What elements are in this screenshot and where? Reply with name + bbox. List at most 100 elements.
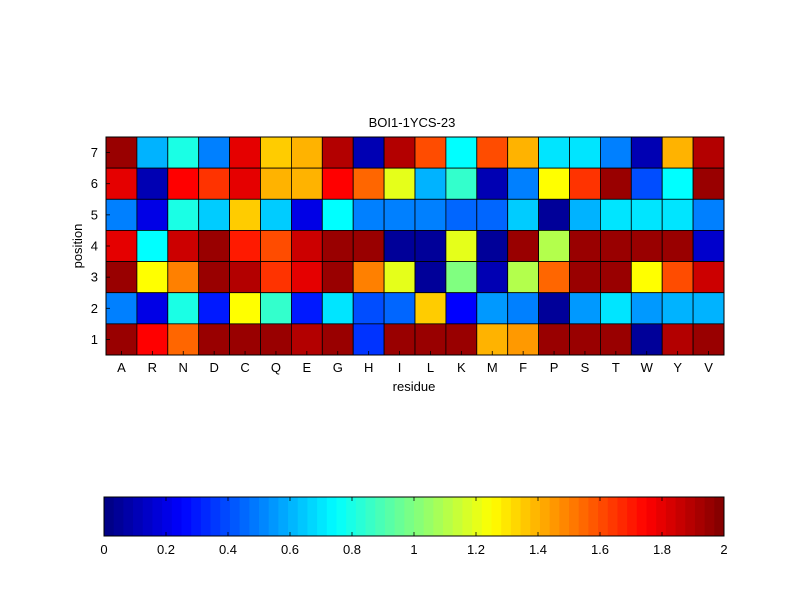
x-tick-label: S [581, 360, 590, 375]
colorbar-swatch [510, 497, 521, 536]
colorbar-swatch [229, 497, 241, 536]
heatmap-cell [661, 136, 694, 169]
x-tick-label: V [704, 360, 713, 375]
heatmap-cell [414, 136, 447, 169]
x-tick-label: Y [673, 360, 682, 375]
heatmap-cell [167, 323, 200, 356]
colorbar-swatch [336, 497, 347, 536]
x-tick-label: R [148, 360, 157, 375]
colorbar-tick-label: 1.6 [591, 542, 609, 557]
heatmap-cell [136, 323, 169, 356]
heatmap-cell [476, 198, 509, 231]
colorbar-swatch [104, 497, 115, 536]
heatmap-cell [476, 136, 509, 169]
heatmap-cell [229, 292, 261, 325]
colorbar-swatch [714, 497, 725, 536]
heatmap-cell [260, 261, 292, 294]
colorbar-swatch [501, 497, 512, 536]
x-tick-label: A [117, 360, 126, 375]
heatmap-cell [383, 136, 416, 169]
heatmap-cell [260, 167, 292, 200]
colorbar-swatch [346, 497, 357, 536]
heatmap-cell [229, 323, 261, 356]
colorbar-swatch [142, 497, 153, 536]
heatmap-cell [445, 292, 478, 325]
colorbar-swatch [171, 497, 182, 536]
heatmap-cell [260, 136, 292, 169]
colorbar-swatch [268, 497, 279, 536]
heatmap-cell [352, 136, 385, 169]
heatmap-cell [630, 136, 663, 169]
heatmap-cell [383, 261, 416, 294]
heatmap-cell [198, 323, 230, 356]
heatmap-cell [538, 136, 570, 169]
heatmap-cell [569, 167, 601, 200]
heatmap-cell [692, 198, 725, 231]
heatmap-cell [445, 136, 478, 169]
colorbar-swatch [530, 497, 541, 536]
x-tick-label: P [550, 360, 559, 375]
colorbar-swatch [152, 497, 163, 536]
heatmap-cell [445, 230, 478, 262]
heatmap-cell [630, 261, 663, 294]
heatmap-cell [321, 136, 354, 169]
heatmap-cell [414, 292, 447, 325]
x-tick-label: L [427, 360, 434, 375]
y-axis-label: position [70, 224, 85, 269]
x-tick-label: N [179, 360, 188, 375]
heatmap-cell [600, 323, 632, 356]
heatmap-cell [600, 292, 632, 325]
heatmap-cell [414, 230, 447, 262]
heatmap-cell [414, 198, 447, 231]
heatmap-cell [630, 198, 663, 231]
colorbar-swatch [191, 497, 202, 536]
heatmap-cell [383, 292, 416, 325]
colorbar-swatch [636, 497, 647, 536]
heatmap-cell [507, 136, 540, 169]
heatmap-cell [538, 198, 570, 231]
colorbar-swatch [646, 497, 657, 536]
colorbar-swatch [162, 497, 173, 536]
heatmap-cell [198, 292, 230, 325]
heatmap-cell [136, 167, 169, 200]
colorbar-swatch [481, 497, 492, 536]
colorbar-swatch [394, 497, 405, 536]
heatmap-cell [692, 292, 725, 325]
heatmap-cell [321, 198, 354, 231]
x-tick-label: E [303, 360, 312, 375]
colorbar-swatch [559, 497, 570, 536]
colorbar-swatch [297, 497, 308, 536]
heatmap-cell [476, 230, 509, 262]
colorbar-tick-label: 1.8 [653, 542, 671, 557]
y-tick-label: 2 [91, 301, 98, 316]
heatmap-cell [507, 198, 540, 231]
heatmap-cell [198, 167, 230, 200]
y-tick-labels: 7 6 5 4 3 2 1 [91, 145, 98, 347]
colorbar-swatch [578, 497, 589, 536]
colorbar-swatch [656, 497, 667, 536]
heatmap-cell [569, 198, 601, 231]
y-tick-label: 4 [91, 239, 98, 254]
heatmap-cell [136, 261, 169, 294]
colorbar-swatch [278, 497, 289, 536]
heatmap-cell [507, 230, 540, 262]
heatmap-cell [414, 323, 447, 356]
x-tick-label: H [364, 360, 373, 375]
heatmap-cell [105, 292, 138, 325]
heatmap-cell [290, 167, 323, 200]
heatmap-cell [136, 292, 169, 325]
heatmap-cell [538, 230, 570, 262]
x-tick-label: M [487, 360, 498, 375]
y-tick-label: 5 [91, 207, 98, 222]
x-tick-label: W [641, 360, 654, 375]
heatmap-cell [198, 198, 230, 231]
heatmap-cell [538, 167, 570, 200]
heatmap-cell [229, 198, 261, 231]
y-tick-label: 3 [91, 270, 98, 285]
heatmap-cell [414, 167, 447, 200]
heatmap-cell [321, 167, 354, 200]
heatmap-cell [600, 198, 632, 231]
heatmap-cell [167, 198, 200, 231]
